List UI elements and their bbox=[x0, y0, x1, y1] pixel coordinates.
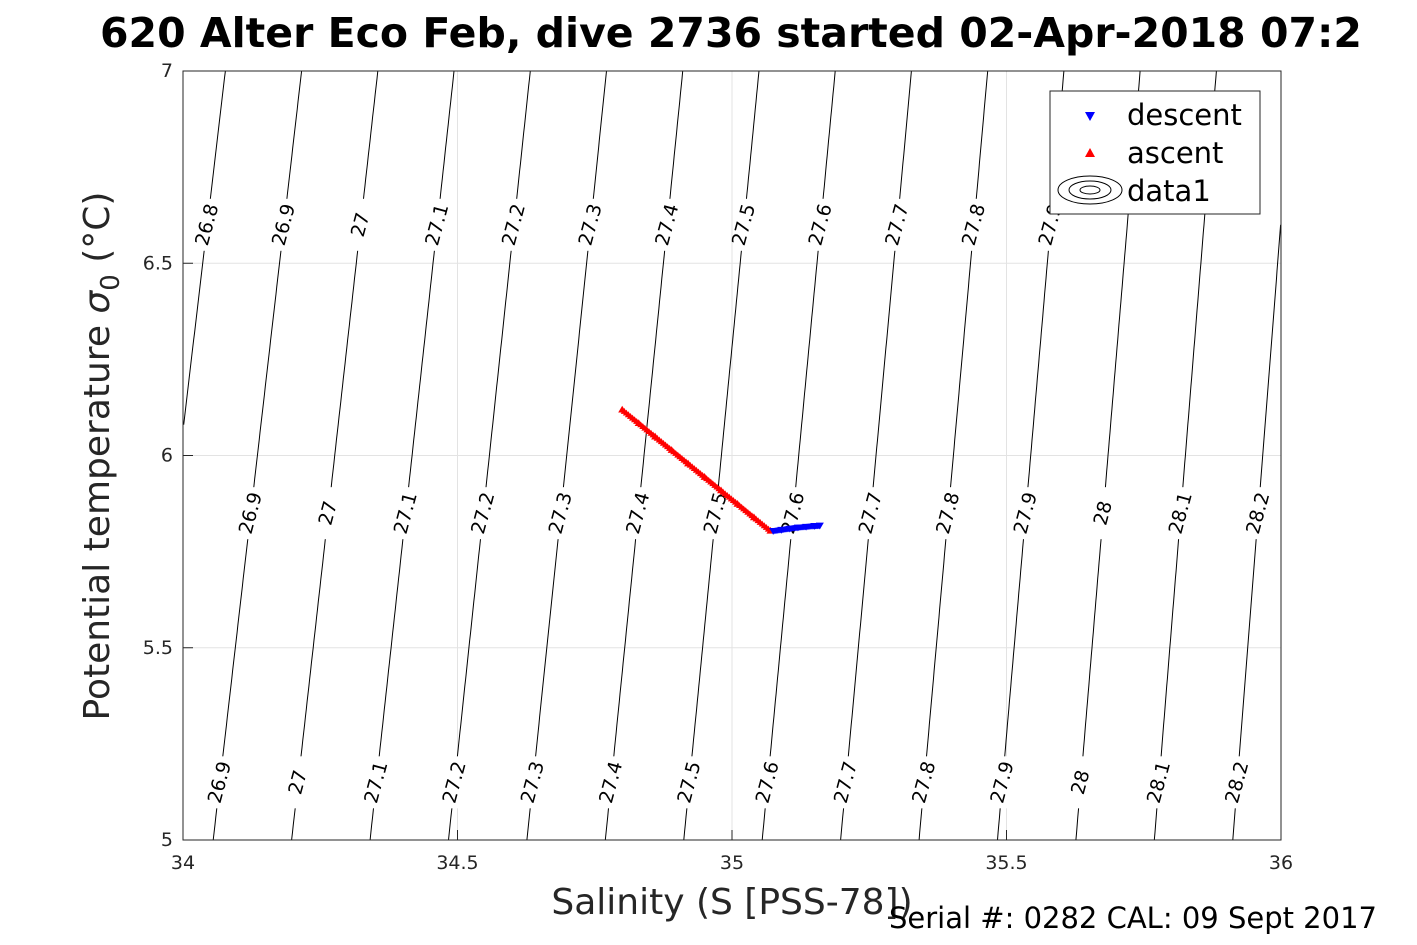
legend-contour-icon bbox=[1057, 175, 1123, 205]
contour-label-bg bbox=[756, 756, 779, 809]
contour-label-bg bbox=[287, 756, 310, 809]
y-axis-ticks: 5 5.5 6 6.5 7 bbox=[143, 60, 193, 851]
contour-label-bg bbox=[913, 756, 936, 809]
grid bbox=[183, 71, 1281, 840]
contour-label-bg bbox=[704, 487, 727, 540]
contour-label-bg bbox=[349, 198, 372, 251]
contour-label-bg bbox=[1092, 487, 1115, 540]
legend-descent-marker bbox=[1085, 112, 1095, 121]
x-tick-label: 35.5 bbox=[985, 852, 1027, 874]
descent-point bbox=[815, 522, 824, 530]
y-axis-label-unit: (°C) bbox=[77, 192, 118, 275]
contour-label-bg bbox=[426, 198, 449, 251]
contour-label-bg bbox=[502, 198, 525, 251]
y-axis-label-subscript: 0 bbox=[96, 274, 126, 291]
legend-descent-label: descent bbox=[1127, 98, 1242, 132]
contour-label-bg bbox=[521, 756, 544, 809]
contour-label-bg bbox=[937, 487, 960, 540]
contour-label-bg bbox=[208, 756, 231, 809]
contour-label-bg bbox=[443, 756, 466, 809]
contour-label-bg bbox=[1169, 487, 1192, 540]
contour-label-bg bbox=[394, 487, 417, 540]
y-tick-label: 6.5 bbox=[143, 252, 173, 274]
contour-label-bg bbox=[962, 198, 985, 251]
contour-label-bg bbox=[1226, 756, 1249, 809]
contour-label-bg bbox=[239, 487, 262, 540]
contour-label-bg bbox=[1147, 756, 1170, 809]
chart-title: 620 Alter Eco Feb, dive 2736 started 02-… bbox=[100, 9, 1362, 57]
x-axis-ticks: 34 34.5 35 35.5 36 bbox=[171, 830, 1293, 874]
contour-label-bg bbox=[600, 756, 623, 809]
serial-calibration-text: Serial #: 0282 CAL: 09 Sept 2017 bbox=[889, 901, 1377, 935]
legend-data1-label: data1 bbox=[1127, 174, 1211, 208]
contour-label-bg bbox=[549, 487, 572, 540]
contour-label-bg bbox=[809, 198, 832, 251]
contour-label-bg bbox=[1247, 487, 1270, 540]
x-tick-label: 36 bbox=[1269, 852, 1293, 874]
contour-label-bg bbox=[678, 756, 701, 809]
contour-label-bg bbox=[991, 756, 1014, 809]
contour-label-bg bbox=[272, 198, 295, 251]
y-tick-label: 5.5 bbox=[143, 637, 173, 659]
contour-label-bg bbox=[472, 487, 495, 540]
contour-label-bg bbox=[579, 198, 602, 251]
y-tick-label: 5 bbox=[161, 829, 173, 851]
contour-label-bg bbox=[627, 487, 650, 540]
x-axis-label: Salinity (S [PSS-78]) bbox=[551, 882, 912, 923]
y-tick-label: 7 bbox=[161, 60, 173, 82]
descent-series bbox=[769, 522, 824, 535]
legend: descent ascent data1 bbox=[1049, 90, 1261, 215]
contour-label-bg bbox=[1069, 756, 1092, 809]
contour-label-bg bbox=[859, 487, 882, 540]
y-axis-label-sigma: σ bbox=[77, 290, 118, 314]
legend-ascent-label: ascent bbox=[1127, 136, 1223, 170]
ascent-series bbox=[618, 405, 775, 534]
x-tick-label: 34 bbox=[171, 852, 195, 874]
contour-label-bg bbox=[732, 198, 755, 251]
x-tick-label: 34.5 bbox=[436, 852, 478, 874]
x-tick-label: 35 bbox=[720, 852, 744, 874]
y-axis-label-main: Potential temperature bbox=[77, 314, 118, 721]
contour-label-bg bbox=[656, 198, 679, 251]
contour-label-bg bbox=[317, 487, 340, 540]
contour-label-bg bbox=[834, 756, 857, 809]
contour-label-bg bbox=[196, 198, 219, 251]
contour-label-bg bbox=[1014, 487, 1037, 540]
legend-ascent-marker bbox=[1085, 148, 1095, 157]
y-tick-label: 6 bbox=[161, 445, 173, 467]
contour-label-bg bbox=[365, 756, 388, 809]
y-axis-label: Potential temperature σ0 (°C) bbox=[77, 192, 126, 721]
contour-label-bg bbox=[886, 198, 909, 251]
